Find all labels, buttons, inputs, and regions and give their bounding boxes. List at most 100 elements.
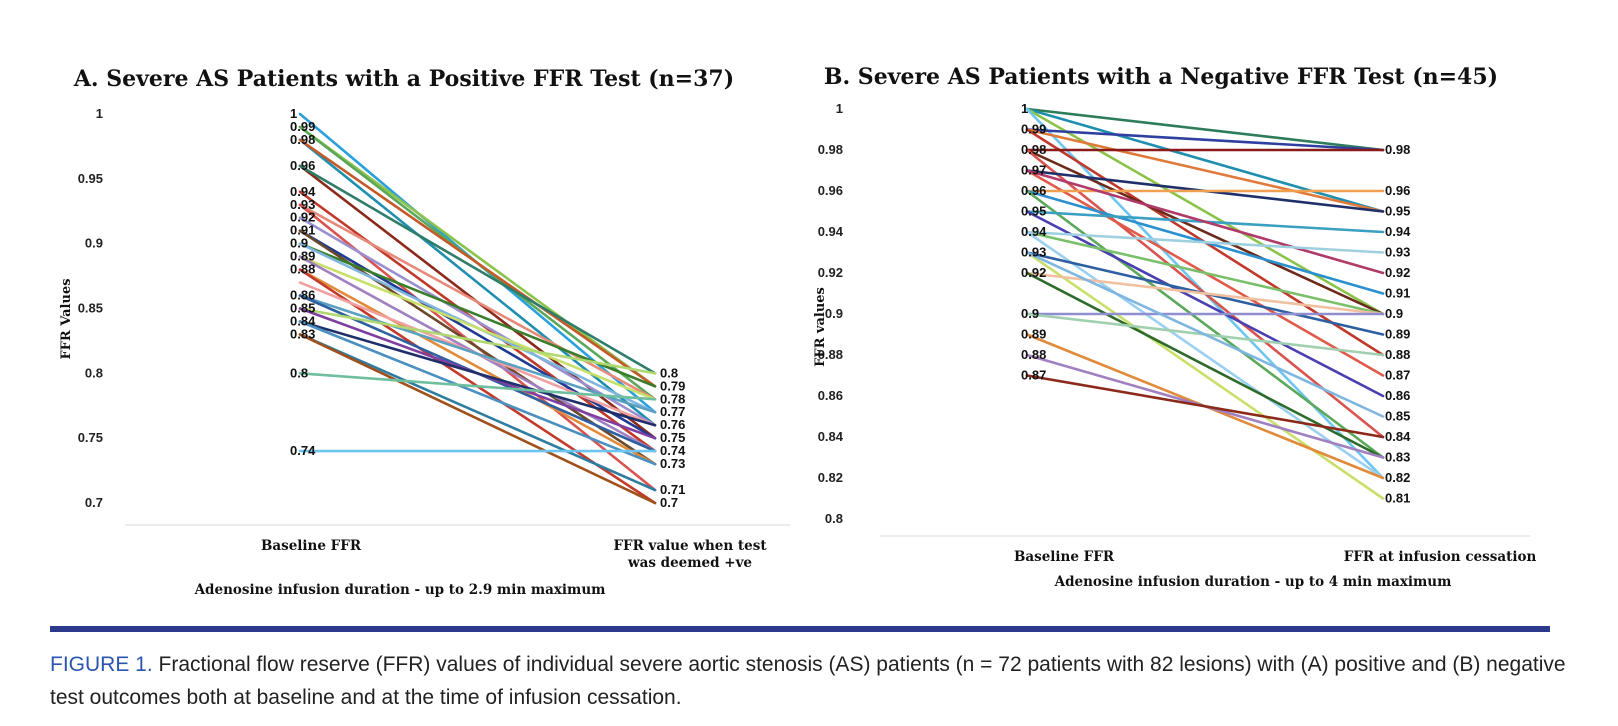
y-tick-label: 0.8 — [825, 511, 843, 526]
end-point-label: 0.88 — [1385, 347, 1410, 362]
baseline-point-label: 1 — [1021, 101, 1028, 116]
series-line — [298, 294, 657, 414]
baseline-point-label: 0.89 — [290, 249, 315, 264]
series-line — [298, 371, 657, 401]
series-line — [298, 138, 657, 427]
series-line — [298, 242, 657, 388]
series-line — [298, 203, 657, 401]
baseline-point-label: 0.98 — [290, 132, 315, 147]
end-point-label: 0.76 — [660, 417, 685, 432]
chart-b-category-end: FFR at infusion cessation — [1344, 549, 1537, 565]
chart-b-series — [1025, 107, 1385, 500]
chart-a-baseline-labels: 10.990.98 0.96 0.940.930.920.910.90.890.88… — [290, 106, 316, 458]
series-line — [298, 320, 657, 466]
baseline-point-label: 0.74 — [290, 443, 316, 458]
series-line — [298, 229, 657, 440]
series-line — [1025, 230, 1385, 254]
chart-a-end-labels: 0.80.790.780.770.760.750.740.73 0.710.7 — [660, 365, 686, 510]
baseline-point-label: 0.86 — [290, 288, 315, 303]
series-line — [1025, 230, 1385, 316]
baseline-point-label: 0.8 — [290, 365, 308, 380]
end-point-label: 0.81 — [1385, 491, 1410, 506]
series-line — [1025, 210, 1385, 398]
end-point-label: 0.94 — [1385, 224, 1411, 239]
series-line — [1025, 107, 1385, 152]
baseline-point-label: 0.98 — [1021, 142, 1046, 157]
chart-a-category-baseline: Baseline FFR — [261, 538, 362, 554]
series-line — [298, 164, 657, 375]
y-tick-label: 0.82 — [818, 470, 843, 485]
chart-a-category-end: FFR value when test was deemed +ve — [613, 538, 767, 571]
baseline-point-label: 0.96 — [290, 158, 315, 173]
end-point-label: 0.73 — [660, 456, 685, 471]
figure-caption: FIGURE 1. Fractional flow reserve (FFR) … — [50, 648, 1570, 714]
baseline-point-label: 0.84 — [290, 314, 316, 329]
series-line — [1025, 169, 1385, 275]
series-line — [298, 320, 657, 427]
chart-a-y-ticks: 1 0.95 0.9 0.85 0.8 0.75 0.7 — [78, 106, 103, 510]
series-line — [1025, 374, 1385, 439]
baseline-point-label: 0.93 — [290, 197, 315, 212]
end-point-label: 0.83 — [1385, 450, 1410, 465]
baseline-point-label: 0.85 — [290, 301, 315, 316]
baseline-point-label: 0.94 — [1021, 224, 1047, 239]
baseline-point-label: 0.9 — [290, 236, 308, 251]
chart-b-baseline-labels: 1 0.99 0.98 0.97 0.96 0.95 0.94 0.93 0.92 0.9 0.89… — [1021, 101, 1047, 383]
baseline-point-label: 0.97 — [1021, 163, 1046, 178]
series-line — [1025, 251, 1385, 500]
y-tick-label: 0.8 — [85, 365, 103, 380]
y-tick-label: 0.95 — [78, 171, 103, 186]
series-line — [298, 307, 657, 375]
end-point-label: 0.85 — [1385, 409, 1410, 424]
chart-a-title: A. Severe AS Patients with a Positive FF… — [73, 66, 734, 92]
end-point-label: 0.93 — [1385, 245, 1410, 260]
y-tick-label: 0.84 — [818, 429, 844, 444]
baseline-point-label: 0.94 — [290, 184, 316, 199]
baseline-point-label: 0.99 — [290, 119, 315, 134]
series-line — [298, 255, 657, 401]
baseline-point-label: 0.99 — [1021, 122, 1046, 137]
end-point-label: 0.8 — [660, 365, 678, 380]
baseline-point-label: 0.92 — [290, 210, 315, 225]
y-tick-label: 0.94 — [818, 224, 844, 239]
chart-b-y-ticks: 1 0.98 0.96 0.94 0.92 0.9 0.88 0.86 0.84 0.82 0.8 — [818, 101, 844, 526]
baseline-point-label: 1 — [290, 106, 297, 121]
y-tick-label: 0.9 — [85, 236, 103, 251]
y-tick-label: 0.86 — [818, 388, 843, 403]
chart-b: B. Severe AS Patients with a Negative FF… — [813, 64, 1536, 590]
caption-divider — [50, 626, 1550, 632]
baseline-point-label: 0.9 — [1021, 306, 1039, 321]
baseline-point-label: 0.89 — [1021, 327, 1046, 342]
end-point-label: 0.7 — [660, 495, 678, 510]
end-point-label: 0.89 — [1385, 327, 1410, 342]
chart-a-ylabel: FFR Values — [59, 278, 74, 359]
y-tick-label: 0.75 — [78, 430, 103, 445]
series-line — [1025, 128, 1385, 152]
baseline-point-label: 0.88 — [1021, 347, 1046, 362]
end-point-label: 0.9 — [1385, 306, 1403, 321]
y-tick-label: 0.9 — [825, 306, 843, 321]
chart-a-xlabel: Adenosine infusion duration - up to 2.9 … — [194, 582, 606, 598]
series-line — [1025, 230, 1385, 480]
baseline-point-label: 0.91 — [290, 223, 315, 238]
caption-text: Fractional flow reserve (FFR) values of … — [50, 653, 1566, 709]
end-point-label: 0.77 — [660, 404, 685, 419]
y-tick-label: 1 — [96, 106, 103, 121]
series-line — [1025, 107, 1385, 213]
y-tick-label: 0.98 — [818, 142, 843, 157]
y-tick-label: 1 — [836, 101, 843, 116]
y-tick-label: 0.88 — [818, 347, 843, 362]
end-point-label: 0.86 — [1385, 388, 1410, 403]
series-line — [298, 138, 657, 388]
end-point-label: 0.96 — [1385, 183, 1410, 198]
end-point-label: 0.78 — [660, 391, 685, 406]
chart-b-xlabel: Adenosine infusion duration - up to 4 mi… — [1054, 574, 1452, 590]
figure-charts: A. Severe AS Patients with a Positive FF… — [59, 64, 1536, 598]
y-tick-label: 0.96 — [818, 183, 843, 198]
caption-label: FIGURE 1. — [50, 653, 153, 676]
end-point-label: 0.84 — [1385, 429, 1411, 444]
end-point-label: 0.95 — [1385, 204, 1410, 219]
chart-a-series — [298, 112, 657, 505]
chart-b-title: B. Severe AS Patients with a Negative FF… — [824, 64, 1498, 90]
baseline-point-label: 0.92 — [1021, 265, 1046, 280]
